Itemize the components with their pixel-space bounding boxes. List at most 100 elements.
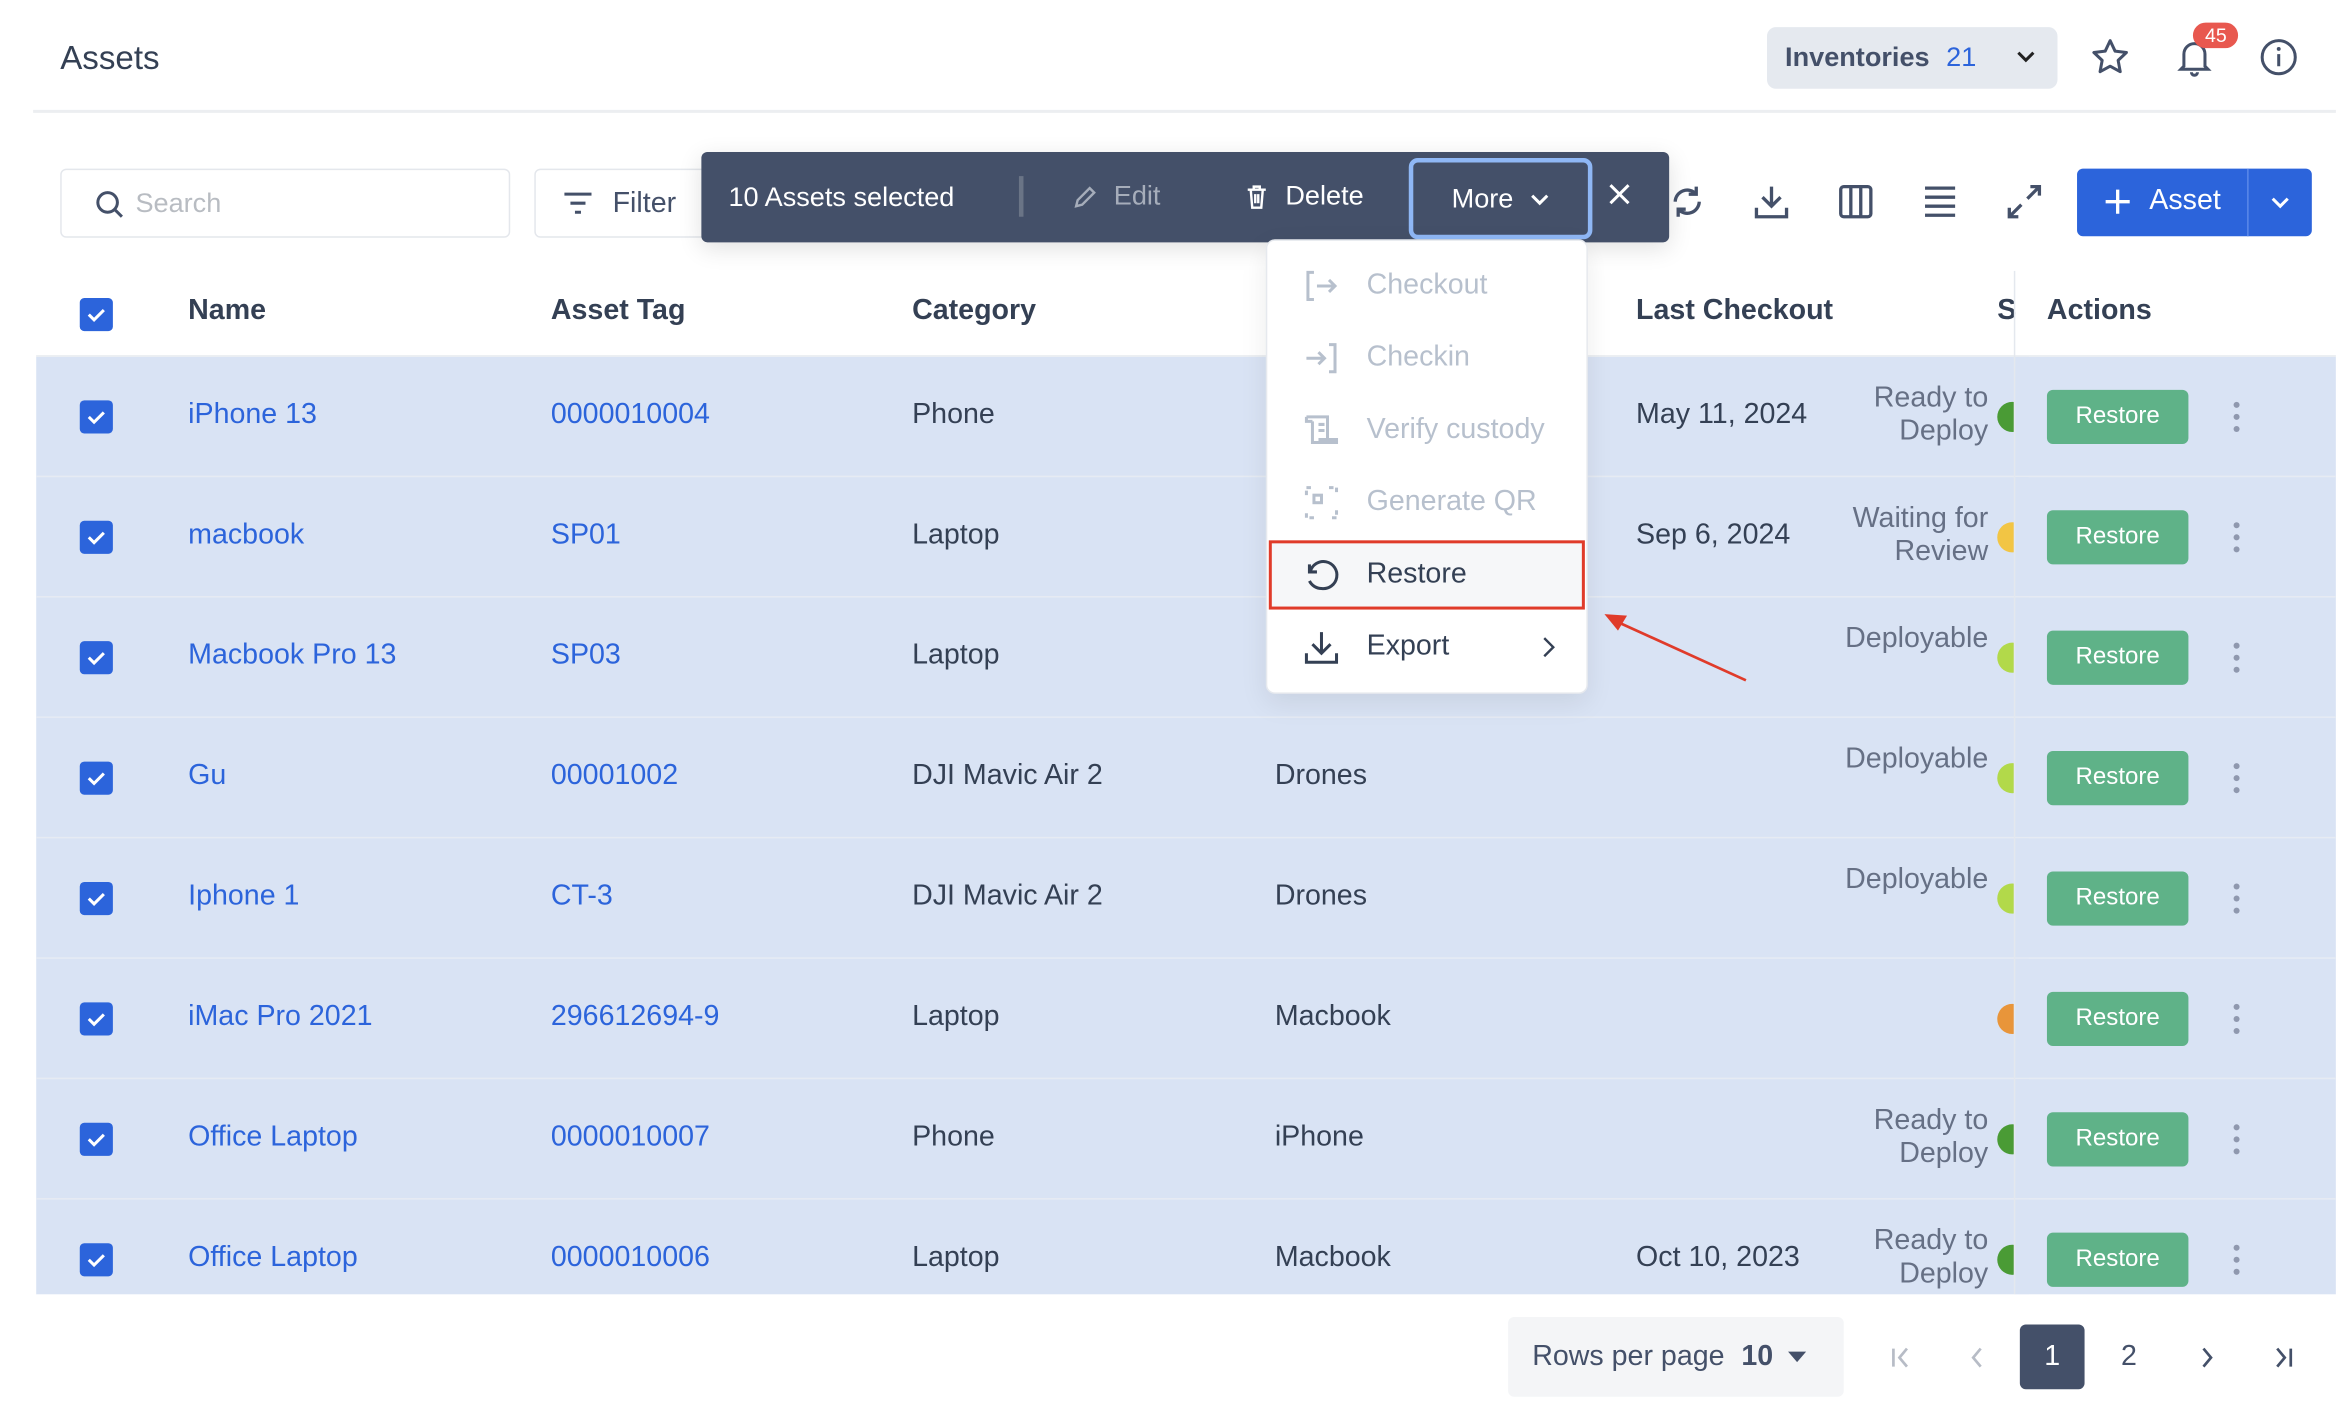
download-icon[interactable]	[1750, 181, 1792, 223]
filter-button[interactable]: Filter	[534, 168, 718, 238]
star-icon[interactable]	[2089, 36, 2131, 78]
row-checkbox[interactable]	[79, 520, 113, 554]
asset-tag-link[interactable]: SP03	[550, 639, 621, 672]
menu-item-restore[interactable]: Restore	[1268, 540, 1585, 610]
asset-name-link[interactable]: Iphone 1	[188, 880, 300, 913]
asset-name-link[interactable]: iPhone 13	[188, 398, 317, 431]
asset-tag-link[interactable]: 0000010004	[550, 398, 710, 431]
prev-page-button[interactable]	[1945, 1324, 2010, 1389]
column-header-last-checkout[interactable]: Last Checkout	[1636, 294, 1834, 327]
menu-item-verify-custody[interactable]: Verify custody	[1267, 397, 1586, 463]
page-title: Assets	[60, 39, 160, 77]
restore-button[interactable]: Restore	[2046, 1232, 2189, 1287]
check-icon	[87, 308, 105, 322]
row-checkbox[interactable]	[79, 400, 113, 434]
more-vertical-icon[interactable]	[2226, 519, 2247, 555]
asset-tag-link[interactable]: CT-3	[550, 880, 613, 913]
model-cell: Drones	[1274, 760, 1368, 792]
rows-per-page-value: 10	[1741, 1341, 1774, 1373]
select-all-checkbox[interactable]	[79, 298, 113, 332]
asset-name-link[interactable]: iMac Pro 2021	[188, 1000, 373, 1033]
table-row[interactable]: Gu 00001002 DJI Mavic Air 2 Drones Deployabl…	[36, 717, 2336, 839]
chevron-right-icon	[1543, 637, 1555, 658]
asset-name-link[interactable]: Office Laptop	[188, 1241, 358, 1274]
table-row[interactable]: Iphone 1 CT-3 DJI Mavic Air 2 Drones Deploya…	[36, 838, 2336, 959]
table-row[interactable]: iPhone 13 0000010004 Phone May 11, 2024 Read…	[36, 356, 2336, 478]
column-overlay	[2013, 838, 2029, 958]
more-vertical-icon[interactable]	[2226, 880, 2247, 916]
restore-button[interactable]: Restore	[2046, 630, 2189, 685]
category-cell: Laptop	[912, 1241, 1000, 1274]
restore-button[interactable]: Restore	[2046, 871, 2189, 926]
asset-name-link[interactable]: Macbook Pro 13	[188, 639, 397, 672]
more-vertical-icon[interactable]	[2226, 760, 2247, 796]
asset-name-link[interactable]: Office Laptop	[188, 1121, 358, 1153]
column-header-name[interactable]: Name	[188, 294, 267, 327]
more-button[interactable]: More	[1408, 158, 1593, 240]
chevron-down-icon[interactable]	[2267, 188, 2294, 215]
search-input[interactable]: Search	[60, 168, 511, 238]
column-header-actions: Actions	[2046, 294, 2152, 327]
search-placeholder: Search	[135, 188, 222, 219]
row-checkbox[interactable]	[79, 1002, 113, 1036]
row-checkbox[interactable]	[79, 881, 113, 916]
page-2-button[interactable]: 2	[2120, 1340, 2137, 1372]
table-row[interactable]: Office Laptop 0000010006 Laptop Macbook Oct …	[36, 1199, 2336, 1295]
restore-button[interactable]: Restore	[2046, 1112, 2189, 1167]
asset-name-link[interactable]: macbook	[188, 519, 305, 551]
delete-button[interactable]: Delete	[1243, 181, 1364, 213]
page-1-button[interactable]: 1	[2019, 1324, 2085, 1390]
column-header-asset-tag[interactable]: Asset Tag	[550, 294, 686, 327]
status-label: Waiting for Review	[1852, 502, 1989, 568]
edit-button[interactable]: Edit	[1072, 181, 1160, 213]
menu-item-label: Export	[1366, 630, 1450, 663]
asset-tag-link[interactable]: 00001002	[550, 760, 679, 792]
row-checkbox[interactable]	[79, 761, 113, 795]
row-checkbox[interactable]	[79, 1122, 113, 1156]
table-row[interactable]: Macbook Pro 13 SP03 Laptop Deployable Restor…	[36, 597, 2336, 718]
more-vertical-icon[interactable]	[2226, 1121, 2247, 1157]
restore-button[interactable]: Restore	[2046, 991, 2189, 1047]
more-vertical-icon[interactable]	[2226, 1242, 2247, 1278]
row-checkbox[interactable]	[79, 641, 113, 675]
category-cell: DJI Mavic Air 2	[912, 760, 1103, 792]
first-page-button[interactable]	[1868, 1324, 1933, 1389]
menu-item-checkin[interactable]: Checkin	[1267, 325, 1586, 391]
last-page-button[interactable]	[2250, 1324, 2315, 1389]
table-header: Name Asset Tag Category Last Checkout S …	[36, 271, 2336, 357]
more-vertical-icon[interactable]	[2226, 1001, 2247, 1037]
row-checkbox[interactable]	[79, 1243, 113, 1277]
restore-button[interactable]: Restore	[2046, 389, 2189, 445]
notification-badge: 45	[2192, 22, 2239, 49]
next-page-button[interactable]	[2173, 1324, 2238, 1389]
asset-tag-link[interactable]: 0000010007	[550, 1121, 710, 1153]
restore-button[interactable]: Restore	[2046, 751, 2189, 806]
more-label: More	[1451, 182, 1514, 213]
density-icon[interactable]	[1919, 181, 1961, 223]
asset-tag-link[interactable]: SP01	[550, 519, 621, 551]
column-header-category[interactable]: Category	[912, 294, 1037, 327]
last-checkout-cell: May 11, 2024	[1636, 398, 1808, 431]
restore-button[interactable]: Restore	[2046, 510, 2189, 565]
expand-icon[interactable]	[2003, 181, 2045, 223]
menu-item-checkout[interactable]: Checkout	[1267, 253, 1586, 319]
menu-item-export[interactable]: Export	[1267, 614, 1586, 680]
rows-per-page-select[interactable]: Rows per page 10	[1508, 1316, 1844, 1397]
inventories-selector[interactable]: Inventories 21	[1766, 27, 2058, 89]
asset-tag-link[interactable]: 296612694-9	[550, 1000, 720, 1033]
refresh-icon[interactable]	[1666, 181, 1708, 223]
table-row[interactable]: macbook SP01 Laptop Sep 6, 2024 Waiting for …	[36, 477, 2336, 598]
table-row[interactable]: Office Laptop 0000010007 Phone iPhone Ready …	[36, 1079, 2336, 1200]
close-icon[interactable]	[1604, 179, 1634, 209]
menu-item-generate-qr[interactable]: Generate QR	[1267, 470, 1586, 536]
add-asset-button[interactable]: Asset	[2077, 168, 2312, 237]
more-vertical-icon[interactable]	[2226, 399, 2247, 435]
columns-icon[interactable]	[1835, 181, 1877, 223]
asset-tag-link[interactable]: 0000010006	[550, 1241, 710, 1274]
column-header-status[interactable]: S	[1997, 294, 2017, 327]
more-vertical-icon[interactable]	[2226, 640, 2247, 676]
table-row[interactable]: iMac Pro 2021 296612694-9 Laptop Macbook Res…	[36, 958, 2336, 1080]
info-icon[interactable]	[2258, 36, 2300, 78]
asset-name-link[interactable]: Gu	[188, 760, 227, 792]
